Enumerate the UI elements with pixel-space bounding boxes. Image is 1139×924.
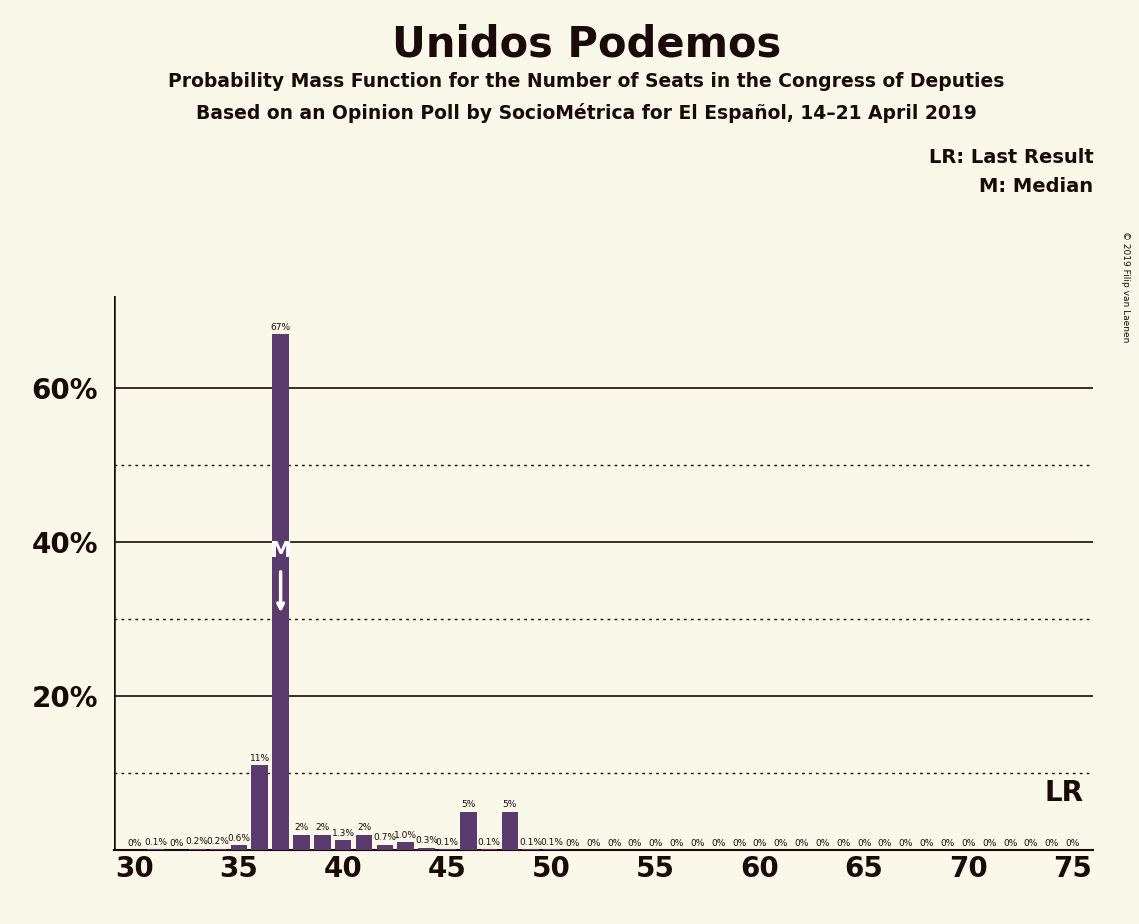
Text: LR: Last Result: LR: Last Result xyxy=(928,148,1093,167)
Text: 0%: 0% xyxy=(648,839,663,848)
Text: 0%: 0% xyxy=(628,839,642,848)
Text: 0%: 0% xyxy=(878,839,892,848)
Text: 0%: 0% xyxy=(565,839,580,848)
Text: 0%: 0% xyxy=(919,839,934,848)
Text: M: M xyxy=(270,541,292,562)
Text: 0%: 0% xyxy=(128,839,142,848)
Bar xyxy=(418,848,435,850)
Text: 2%: 2% xyxy=(357,823,371,833)
Text: Probability Mass Function for the Number of Seats in the Congress of Deputies: Probability Mass Function for the Number… xyxy=(169,72,1005,91)
Text: 0.3%: 0.3% xyxy=(415,836,439,845)
Text: 0.2%: 0.2% xyxy=(206,837,230,846)
Text: 0%: 0% xyxy=(1024,839,1038,848)
Text: 0.1%: 0.1% xyxy=(144,838,167,847)
Text: 2%: 2% xyxy=(294,823,309,833)
Bar xyxy=(314,834,330,850)
Bar xyxy=(272,334,289,850)
Text: 0.1%: 0.1% xyxy=(436,838,459,847)
Text: 0%: 0% xyxy=(170,839,183,848)
Text: Unidos Podemos: Unidos Podemos xyxy=(392,23,781,65)
Text: 1.3%: 1.3% xyxy=(331,829,354,838)
Text: 0.1%: 0.1% xyxy=(477,838,500,847)
Text: 0%: 0% xyxy=(753,839,768,848)
Text: 0%: 0% xyxy=(899,839,913,848)
Text: 2%: 2% xyxy=(316,823,329,833)
Text: 5%: 5% xyxy=(461,800,475,809)
Bar xyxy=(335,840,352,850)
Text: 0%: 0% xyxy=(816,839,829,848)
Text: 67%: 67% xyxy=(271,322,290,332)
Text: 0%: 0% xyxy=(587,839,600,848)
Bar xyxy=(355,834,372,850)
Text: 0%: 0% xyxy=(773,839,788,848)
Bar xyxy=(189,848,206,850)
Bar xyxy=(377,845,393,850)
Bar xyxy=(293,834,310,850)
Text: M: Median: M: Median xyxy=(980,177,1093,197)
Text: 0%: 0% xyxy=(836,839,851,848)
Text: 0%: 0% xyxy=(732,839,746,848)
Text: 0%: 0% xyxy=(670,839,683,848)
Text: 0%: 0% xyxy=(857,839,871,848)
Text: 0.6%: 0.6% xyxy=(228,834,251,843)
Text: 0%: 0% xyxy=(795,839,809,848)
Text: 0.2%: 0.2% xyxy=(186,837,208,846)
Text: 5%: 5% xyxy=(502,800,517,809)
Bar xyxy=(230,845,247,850)
Text: 11%: 11% xyxy=(249,754,270,763)
Text: 0%: 0% xyxy=(1044,839,1059,848)
Bar xyxy=(252,765,268,850)
Bar xyxy=(501,811,518,850)
Text: 0%: 0% xyxy=(982,839,997,848)
Text: 0%: 0% xyxy=(961,839,976,848)
Text: © 2019 Filip van Laenen: © 2019 Filip van Laenen xyxy=(1121,231,1130,343)
Text: 1.0%: 1.0% xyxy=(394,831,417,840)
Text: 0%: 0% xyxy=(1002,839,1017,848)
Text: 0%: 0% xyxy=(607,839,621,848)
Bar xyxy=(210,848,227,850)
Text: 0.7%: 0.7% xyxy=(374,833,396,843)
Text: 0%: 0% xyxy=(711,839,726,848)
Text: 0%: 0% xyxy=(941,839,954,848)
Text: 0.1%: 0.1% xyxy=(519,838,542,847)
Text: 0.1%: 0.1% xyxy=(540,838,563,847)
Text: Based on an Opinion Poll by SocioMétrica for El Español, 14–21 April 2019: Based on an Opinion Poll by SocioMétrica… xyxy=(196,103,977,124)
Text: 0%: 0% xyxy=(690,839,705,848)
Bar xyxy=(398,843,413,850)
Bar xyxy=(460,811,476,850)
Text: LR: LR xyxy=(1044,779,1083,808)
Text: 0%: 0% xyxy=(1065,839,1080,848)
